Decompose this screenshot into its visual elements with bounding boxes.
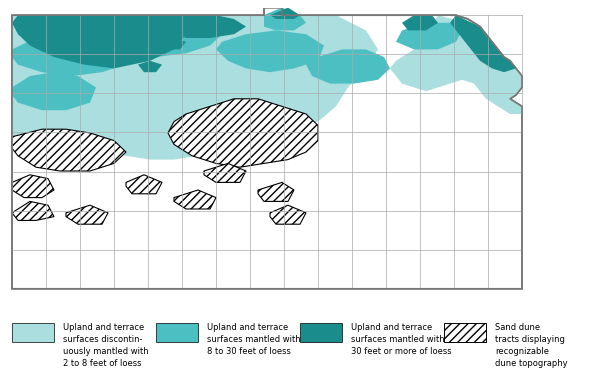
Polygon shape: [270, 205, 306, 224]
Polygon shape: [390, 15, 522, 114]
Text: surfaces mantled with: surfaces mantled with: [351, 335, 445, 344]
Text: Upland and terrace: Upland and terrace: [63, 323, 144, 332]
Polygon shape: [138, 15, 246, 38]
Bar: [12, 323, 54, 342]
Polygon shape: [168, 99, 318, 167]
Polygon shape: [12, 30, 138, 76]
Bar: [156, 323, 198, 342]
Text: 8 to 30 feet of loess: 8 to 30 feet of loess: [207, 347, 291, 356]
Polygon shape: [12, 72, 96, 110]
Polygon shape: [216, 57, 318, 103]
Polygon shape: [450, 15, 516, 72]
Polygon shape: [396, 23, 462, 49]
Polygon shape: [12, 8, 378, 160]
Polygon shape: [138, 61, 162, 72]
Polygon shape: [54, 91, 96, 110]
Text: recognizable: recognizable: [495, 347, 549, 356]
Polygon shape: [12, 15, 186, 68]
Polygon shape: [174, 68, 216, 87]
Text: uously mantled with: uously mantled with: [63, 347, 149, 356]
Text: Upland and terrace: Upland and terrace: [207, 323, 288, 332]
Polygon shape: [270, 8, 300, 19]
Bar: [444, 323, 486, 342]
Polygon shape: [174, 190, 216, 209]
Text: Sand dune: Sand dune: [495, 323, 540, 332]
Polygon shape: [12, 129, 126, 171]
Text: surfaces mantled with: surfaces mantled with: [207, 335, 301, 344]
Polygon shape: [258, 182, 294, 201]
Polygon shape: [264, 8, 306, 30]
Bar: [300, 323, 342, 342]
Polygon shape: [12, 201, 54, 220]
Text: dune topography: dune topography: [495, 359, 568, 369]
Polygon shape: [306, 49, 390, 84]
Polygon shape: [216, 30, 324, 72]
Polygon shape: [402, 15, 438, 30]
Polygon shape: [126, 175, 162, 194]
Text: surfaces discontin-: surfaces discontin-: [63, 335, 143, 344]
Text: tracts displaying: tracts displaying: [495, 335, 565, 344]
Polygon shape: [66, 205, 108, 224]
Text: 2 to 8 feet of loess: 2 to 8 feet of loess: [63, 359, 142, 369]
Text: Upland and terrace: Upland and terrace: [351, 323, 432, 332]
Polygon shape: [162, 38, 186, 49]
Polygon shape: [54, 15, 222, 57]
Polygon shape: [204, 163, 246, 182]
Polygon shape: [114, 80, 156, 99]
Polygon shape: [12, 175, 54, 198]
Text: 30 feet or more of loess: 30 feet or more of loess: [351, 347, 452, 356]
Polygon shape: [12, 8, 522, 289]
